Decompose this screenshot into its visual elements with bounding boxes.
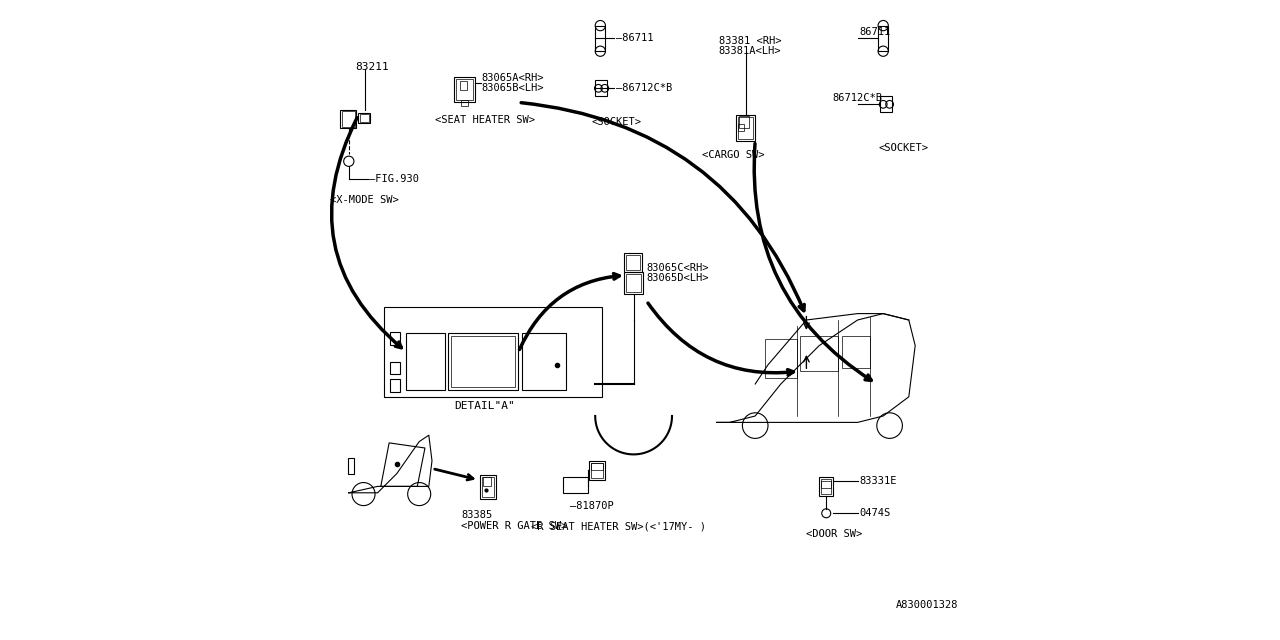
Bar — [483, 477, 494, 497]
Bar — [881, 96, 891, 112]
Text: 83065B<LH>: 83065B<LH> — [481, 83, 544, 93]
Text: —86711: —86711 — [616, 33, 653, 44]
Bar — [626, 274, 641, 292]
Bar — [589, 461, 604, 480]
Text: <X-MODE SW>: <X-MODE SW> — [330, 195, 398, 205]
Bar — [448, 333, 518, 390]
Bar — [454, 77, 475, 102]
Text: 83385: 83385 — [461, 510, 493, 520]
Text: <DOOR SW>: <DOOR SW> — [806, 529, 863, 540]
Bar — [625, 272, 644, 294]
Bar — [457, 79, 474, 100]
Text: 83065C<RH>: 83065C<RH> — [646, 262, 709, 273]
Text: <SOCKET>: <SOCKET> — [878, 143, 928, 154]
Bar — [878, 26, 888, 51]
Bar — [390, 379, 399, 392]
Bar — [462, 100, 468, 106]
Text: <CARGO SW>: <CARGO SW> — [701, 150, 764, 160]
Text: <SEAT HEATER SW>: <SEAT HEATER SW> — [435, 115, 535, 125]
Text: DETAIL"A": DETAIL"A" — [454, 401, 516, 412]
Bar — [522, 333, 566, 390]
Bar — [842, 336, 870, 368]
Bar — [591, 463, 603, 478]
Text: 86712C*B: 86712C*B — [832, 93, 882, 103]
Text: <SOCKET>: <SOCKET> — [591, 116, 643, 127]
Bar — [739, 117, 754, 139]
Bar — [480, 475, 497, 499]
Bar — [340, 110, 356, 128]
Bar — [595, 80, 607, 96]
Bar — [740, 116, 749, 128]
Bar — [407, 333, 445, 390]
Bar — [384, 307, 602, 397]
Bar — [819, 477, 833, 496]
Bar — [460, 81, 467, 90]
Bar — [390, 332, 399, 345]
Bar — [452, 336, 516, 387]
Bar — [736, 115, 755, 141]
Text: 83211: 83211 — [356, 62, 389, 72]
Bar — [563, 477, 588, 493]
Bar — [800, 336, 838, 371]
Bar — [348, 458, 353, 474]
Bar — [739, 124, 745, 131]
Bar — [390, 362, 399, 374]
Bar — [595, 26, 605, 51]
Bar — [484, 477, 492, 486]
Text: —81870P: —81870P — [570, 500, 613, 511]
Text: 83065D<LH>: 83065D<LH> — [646, 273, 709, 283]
Text: 86711: 86711 — [860, 27, 891, 37]
Bar — [625, 253, 643, 272]
Bar — [765, 339, 796, 378]
Text: —FIG.930: —FIG.930 — [369, 174, 420, 184]
Text: 83331E: 83331E — [859, 476, 896, 486]
Text: A830001328: A830001328 — [896, 600, 959, 610]
Bar — [342, 111, 356, 127]
Bar — [591, 463, 603, 470]
Text: 0474S: 0474S — [859, 508, 890, 518]
Bar — [358, 113, 370, 123]
Bar — [822, 479, 832, 494]
Bar — [360, 114, 369, 122]
Text: <R SEAT HEATER SW>(<'17MY- ): <R SEAT HEATER SW>(<'17MY- ) — [531, 521, 707, 531]
Text: 83065A<RH>: 83065A<RH> — [481, 73, 544, 83]
Text: —86712C*B: —86712C*B — [616, 83, 672, 93]
Bar — [626, 255, 640, 270]
Text: <POWER R GATE SW>: <POWER R GATE SW> — [461, 521, 567, 531]
Text: 83381A<LH>: 83381A<LH> — [719, 46, 781, 56]
Text: 83381 <RH>: 83381 <RH> — [719, 36, 781, 46]
Bar — [822, 481, 832, 488]
